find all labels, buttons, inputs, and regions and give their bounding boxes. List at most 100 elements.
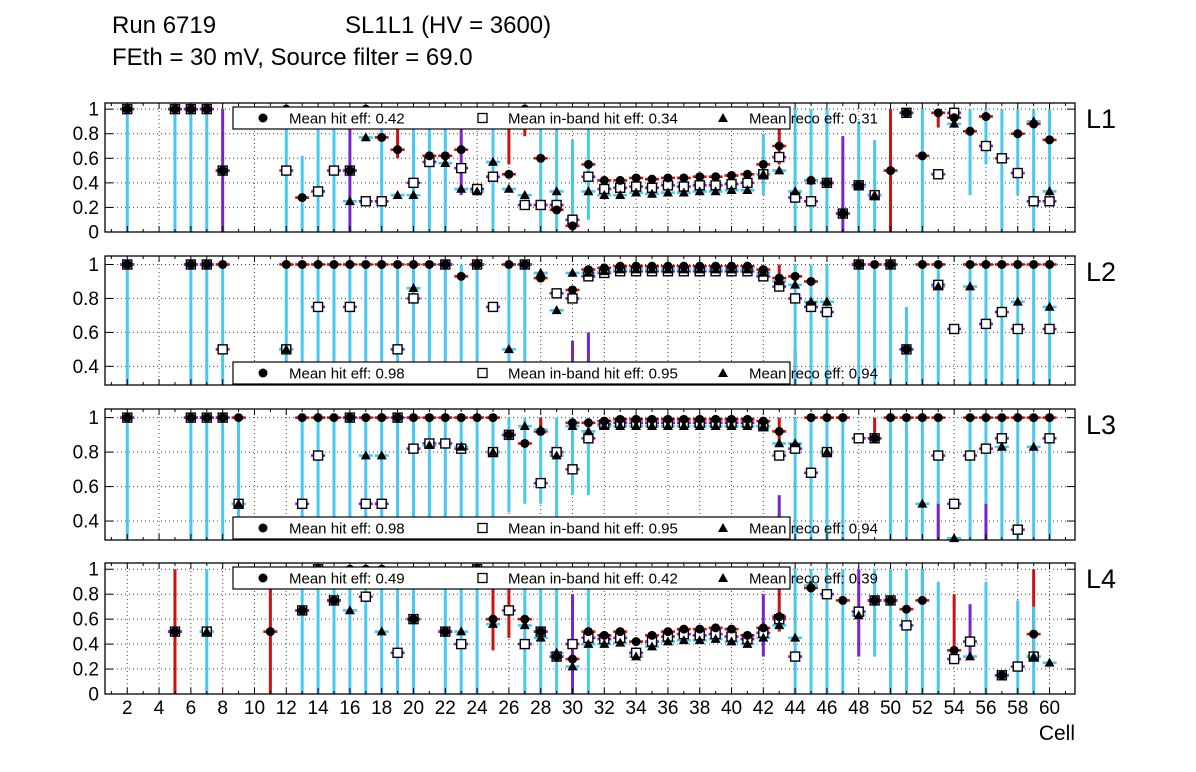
hit-marker [536, 627, 546, 637]
hit-marker [536, 153, 546, 163]
inband-marker [519, 638, 531, 650]
hit-marker [170, 627, 180, 637]
hit-marker [393, 145, 403, 155]
y-tick-label: 0.6 [73, 610, 99, 631]
reco-marker [694, 421, 705, 431]
inband-marker [805, 467, 817, 478]
y-tick-label: 0.2 [73, 198, 99, 219]
legend-inband-marker-icon [477, 367, 488, 379]
reco-marker [631, 651, 642, 661]
legend-reco-label: Mean reco eff: 0.39 [749, 571, 878, 588]
hit-marker [647, 630, 657, 640]
panel-label-l3: L3 [1086, 410, 1117, 440]
inband-marker [964, 450, 976, 461]
reco-marker [376, 626, 387, 636]
hit-marker [631, 261, 641, 271]
reco-marker [806, 296, 817, 306]
reco-marker [1044, 657, 1055, 667]
hit-marker [981, 413, 991, 423]
reco-marker [869, 189, 880, 199]
hit-marker [822, 178, 832, 188]
reco-marker [774, 438, 785, 448]
hit-marker [901, 604, 911, 614]
inband-marker [487, 301, 499, 313]
reco-marker [1044, 301, 1055, 311]
reco-marker [615, 189, 626, 199]
hit-marker [727, 170, 737, 180]
hit-marker [886, 259, 896, 269]
inband-marker [487, 171, 499, 182]
hit-marker [504, 259, 514, 269]
hit-marker [917, 151, 927, 161]
x-tick-label: 44 [785, 698, 807, 719]
hit-marker [1029, 259, 1039, 269]
inband-marker [408, 177, 419, 189]
inband-marker [774, 151, 785, 163]
hit-marker [615, 414, 625, 424]
inband-marker [455, 638, 467, 650]
reco-marker [678, 421, 689, 431]
reco-marker [678, 187, 689, 197]
reco-marker [774, 620, 785, 630]
hit-marker [758, 623, 768, 633]
hit-marker [917, 595, 927, 605]
y-tick-label: 0.6 [73, 477, 99, 498]
hit-marker [218, 166, 228, 176]
title-chamber: SL1L1 (HV = 3600) [345, 12, 552, 39]
y-tick-label: 0 [88, 223, 99, 244]
inband-marker [948, 498, 960, 510]
hit-marker [854, 180, 864, 190]
hit-marker [552, 652, 562, 662]
x-tick-label: 8 [217, 698, 228, 719]
hit-marker [695, 624, 705, 634]
hit-marker [440, 151, 450, 161]
hit-marker [997, 670, 1007, 680]
hit-marker [711, 414, 721, 424]
legend-box [232, 566, 791, 590]
hit-marker [440, 627, 450, 637]
hit-marker [408, 259, 418, 269]
x-tick-label: 14 [308, 698, 330, 719]
reco-marker [472, 186, 483, 196]
hit-marker [631, 173, 641, 183]
y-tick-label: 0.6 [73, 323, 99, 344]
panel-frame [104, 562, 1076, 695]
reco-marker [281, 344, 292, 354]
reco-marker [519, 189, 530, 199]
hit-marker [663, 414, 673, 424]
hit-marker [997, 413, 1007, 423]
hit-marker [520, 614, 530, 624]
hit-marker [393, 413, 403, 423]
hit-marker [711, 261, 721, 271]
reco-marker [1028, 651, 1039, 661]
hit-marker [329, 595, 339, 605]
legend-hit-marker-icon [258, 573, 268, 583]
reco-marker [694, 186, 705, 196]
panel-frame [104, 408, 1076, 541]
inband-marker [789, 293, 801, 304]
hit-marker [583, 627, 593, 637]
reco-marker [742, 185, 753, 195]
reco-marker [790, 186, 801, 196]
hit-marker [568, 418, 578, 428]
hit-marker [583, 265, 593, 275]
hit-marker [758, 416, 768, 426]
inband-marker [996, 306, 1008, 318]
x-tick-label: 50 [880, 698, 901, 719]
legend-hit-marker-icon [258, 368, 268, 378]
hit-marker [583, 418, 593, 428]
legend-inband-marker-icon [477, 522, 488, 534]
hit-marker [806, 276, 816, 286]
hit-marker [377, 413, 387, 423]
reco-marker [758, 632, 769, 642]
hit-marker [647, 174, 657, 184]
hit-marker [456, 145, 466, 155]
reco-marker [631, 187, 642, 197]
inband-marker [980, 140, 992, 152]
legend-hit-marker-icon [258, 113, 268, 123]
reco-marker [726, 421, 737, 431]
hit-marker [1029, 119, 1039, 129]
x-tick-label: 22 [435, 698, 456, 719]
y-tick-label: 0.4 [73, 512, 100, 533]
